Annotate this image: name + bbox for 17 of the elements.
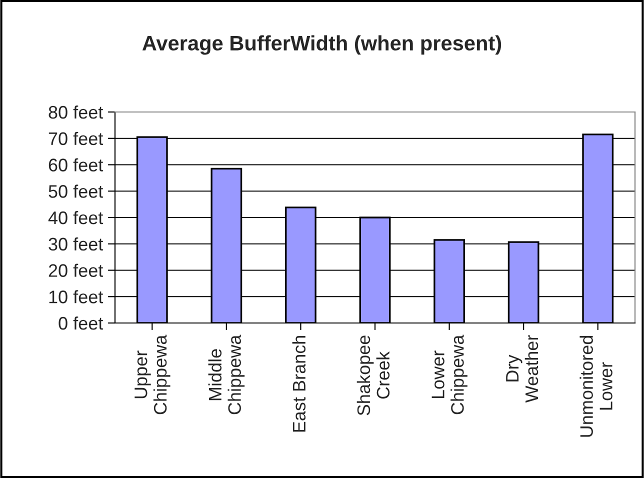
- y-tick-label: 30 feet: [48, 237, 104, 251]
- y-tick-label: 50 feet: [48, 184, 104, 198]
- y-tick-label: 0 feet: [58, 316, 104, 330]
- x-tick-label: Upper Chippewa: [134, 334, 170, 414]
- y-tick-label: 40 feet: [48, 210, 104, 224]
- chart-title: Average BufferWidth (when present): [142, 35, 502, 55]
- x-tick-label: Shakopee Creek: [356, 336, 390, 416]
- y-tick-label: 10 feet: [49, 290, 104, 304]
- x-tick-label: East Branch: [292, 336, 306, 432]
- x-tick-label: Unmonitored Lower: [580, 336, 612, 437]
- y-tick-label: 60 feet: [48, 158, 104, 172]
- y-tick-label: 70 feet: [48, 132, 104, 146]
- x-tick-label: Middle Chippewa: [208, 334, 245, 414]
- y-tick-label: 80 feet: [48, 105, 104, 119]
- x-tick-label: Lower Chippewa: [432, 334, 468, 414]
- y-tick-label: 20 feet: [48, 264, 104, 277]
- x-tick-label: Dry Weather: [506, 335, 538, 403]
